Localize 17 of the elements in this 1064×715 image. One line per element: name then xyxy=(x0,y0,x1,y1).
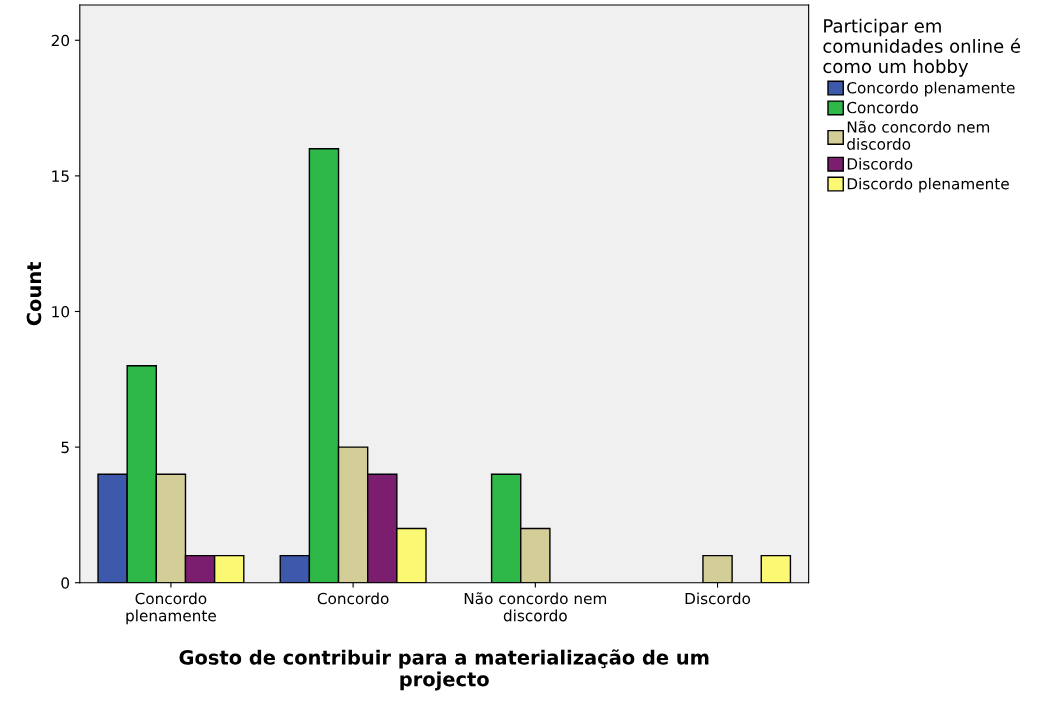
legend-label: Discordo plenamente xyxy=(847,177,1009,193)
legend-label: Discordo xyxy=(847,157,913,170)
y-tick-label: 20 xyxy=(51,34,70,47)
y-tick-label: 10 xyxy=(52,305,70,318)
y-tick-label: 15 xyxy=(52,170,69,182)
y-tick-label: 5 xyxy=(61,441,69,454)
y-axis-title: Count xyxy=(26,262,42,326)
legend-label: Concordo xyxy=(847,101,918,114)
legend-title: Participar em comunidades online é como um hobby xyxy=(823,18,1021,77)
x-axis-title: Gosto de contribuir para a materialização de um projecto xyxy=(179,649,709,691)
x-tick-label: Concordo plenamente xyxy=(126,592,216,625)
x-tick-label: Discordo xyxy=(685,592,751,605)
legend-label: Concordo plenamente xyxy=(847,81,1015,97)
y-tick-label: 0 xyxy=(61,577,70,589)
x-tick-label: Concordo xyxy=(317,592,389,605)
legend-label: Não concordo nem discordo xyxy=(847,120,990,150)
x-tick-label: Não concordo nem discordo xyxy=(464,592,607,622)
